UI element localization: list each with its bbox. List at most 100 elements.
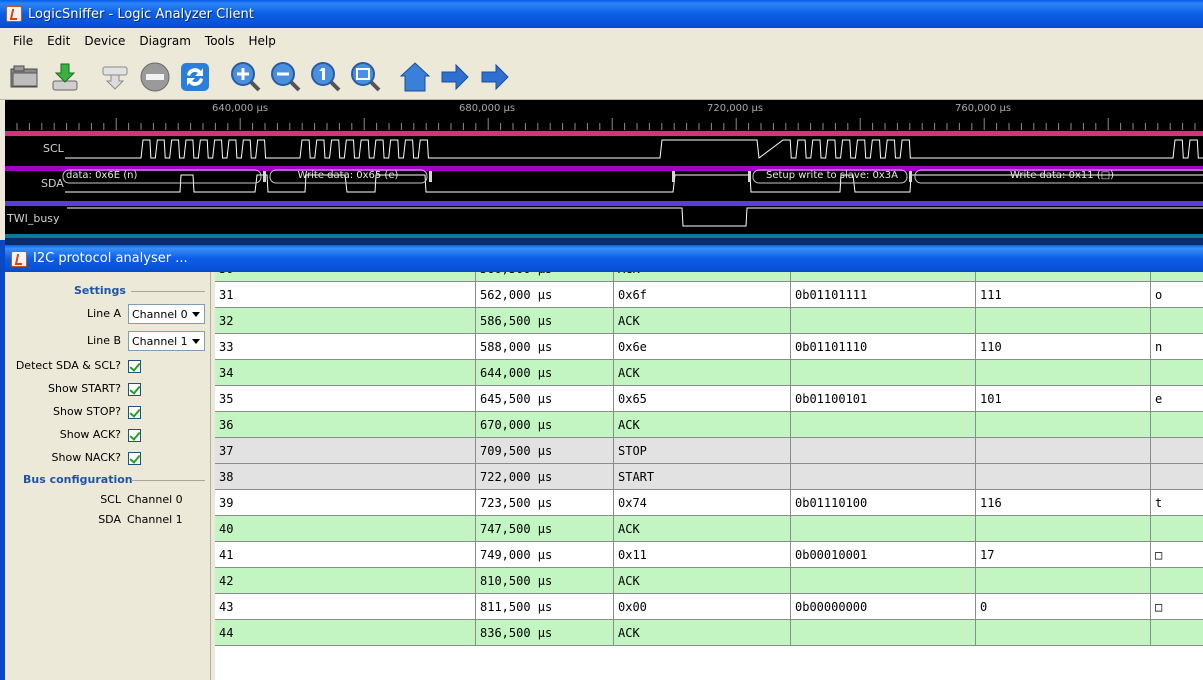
table-row[interactable]: 43 811,500 µs 0x00 0b00000000 0 □ [215,594,1203,620]
scl-signal [65,139,1203,159]
show-nack-checkbox[interactable] [128,452,141,465]
settings-panel: Settings Line A Channel 0 Line B Channel… [5,272,211,680]
annotation-setup-write: Setup write to slave: 0x3A [765,170,899,181]
menu-device[interactable]: Device [84,34,126,48]
table-row[interactable]: 31 562,000 µs 0x6f 0b01101111 111 o [215,282,1203,308]
repeat-capture-button[interactable] [178,60,212,94]
menu-edit[interactable]: Edit [47,34,71,48]
annotation-box [269,169,428,184]
table-cell-bin [791,568,976,594]
table-cell-ascii [1151,360,1203,386]
zoom-out-button[interactable] [269,60,303,94]
open-file-button[interactable] [8,60,42,94]
show-ack-checkbox[interactable] [128,429,141,442]
table-row[interactable]: 39 723,500 µs 0x74 0b01110100 116 t [215,490,1203,516]
table-cell-bin: 0b01100101 [791,386,976,412]
table-row[interactable]: 36 670,000 µs ACK [215,412,1203,438]
time-tick-label: 720,000 µs [707,103,764,114]
table-cell-dec [976,464,1151,490]
results-table[interactable]: 30560,500 µsACK31562,000 µs0x6f0b0110111… [215,272,1203,680]
table-row[interactable]: 35 645,500 µs 0x65 0b01100101 101 e [215,386,1203,412]
dialog-frame-left [0,240,5,680]
table-cell-ascii [1151,308,1203,334]
table-cell-dec [976,272,1151,282]
show-start-label: Show START? [48,382,121,395]
table-cell-dec: 0 [976,594,1151,620]
table-row[interactable]: 44 836,500 µs ACK [215,620,1203,646]
annotation-box [62,169,262,184]
show-ack-label: Show ACK? [59,428,121,441]
table-row[interactable]: 40 747,500 µs ACK [215,516,1203,542]
line-a-select[interactable]: Channel 0 [128,304,205,324]
home-button[interactable] [398,60,432,94]
table-cell-dec [976,308,1151,334]
save-file-button[interactable] [48,60,82,94]
forward-end-button[interactable] [478,60,512,94]
table-cell-bin [791,438,976,464]
table-row[interactable]: 37 709,500 µs STOP [215,438,1203,464]
java-app-icon [6,6,22,22]
annotation-write-data: Write data: 0x65 (e) [297,170,399,181]
zoom-in-button[interactable] [229,60,263,94]
zoom-default-button[interactable] [309,60,343,94]
table-cell-idx: 40 [215,516,476,542]
menu-help[interactable]: Help [248,34,276,48]
table-cell-event: START [614,464,791,490]
table-cell-idx: 39 [215,490,476,516]
table-cell-dec [976,568,1151,594]
menu-file[interactable]: File [13,34,34,48]
menu-diagram[interactable]: Diagram [139,34,191,48]
table-cell-event: ACK [614,620,791,646]
settings-header: Settings [74,284,126,297]
table-row[interactable]: 38 722,000 µs START [215,464,1203,490]
table-cell-event: 0x74 [614,490,791,516]
table-cell-event: ACK [614,568,791,594]
forward-button[interactable] [438,60,472,94]
window-title-bar[interactable]: LogicSniffer - Logic Analyzer Client [0,0,1203,28]
table-cell-dec [976,438,1151,464]
table-cell-time: 722,000 µs [476,464,614,490]
table-cell-idx: 37 [215,438,476,464]
table-cell-bin [791,516,976,542]
table-cell-ascii [1151,620,1203,646]
table-cell-ascii: □ [1151,594,1203,620]
bottom-band [5,234,1203,238]
start-stop-marker [429,171,432,182]
table-cell-event: ACK [614,360,791,386]
detect-sda-scl-checkbox[interactable] [128,360,141,373]
table-row[interactable]: 34 644,000 µs ACK [215,360,1203,386]
bus-sda-label: SDA [98,513,121,526]
table-cell-idx: 35 [215,386,476,412]
window-divider [5,238,1203,245]
show-stop-checkbox[interactable] [128,406,141,419]
table-cell-ascii: t [1151,490,1203,516]
table-row[interactable]: 41 749,000 µs 0x11 0b00010001 17 □ [215,542,1203,568]
window-title: LogicSniffer - Logic Analyzer Client [28,6,254,22]
table-cell-bin [791,360,976,386]
cancel-button[interactable] [138,60,172,94]
table-cell-bin [791,308,976,334]
table-cell-ascii: n [1151,334,1203,360]
menu-tools[interactable]: Tools [204,34,235,48]
refresh-icon [181,63,209,91]
table-row[interactable]: 32 586,500 µs ACK [215,308,1203,334]
twi-busy-signal [67,207,1203,227]
table-row[interactable]: 42 810,500 µs ACK [215,568,1203,594]
show-start-checkbox[interactable] [128,383,141,396]
capture-button[interactable] [98,60,132,94]
table-cell-idx: 41 [215,542,476,568]
table-cell-ascii [1151,464,1203,490]
table-cell-event: STOP [614,438,791,464]
dialog-title-bar[interactable]: I2C protocol analyser ... [5,245,1203,272]
start-stop-marker [263,171,266,182]
chevron-down-icon [192,312,200,317]
table-row[interactable]: 33 588,000 µs 0x6e 0b01101110 110 n [215,334,1203,360]
zoom-fit-button[interactable] [349,60,383,94]
table-cell-bin: 0b00000000 [791,594,976,620]
table-cell-dec [976,412,1151,438]
waveform-view[interactable]: 640,000 µs 680,000 µs 720,000 µs 760,000… [5,100,1203,238]
line-b-select[interactable]: Channel 1 [128,331,205,351]
table-cell-event: 0x6e [614,334,791,360]
